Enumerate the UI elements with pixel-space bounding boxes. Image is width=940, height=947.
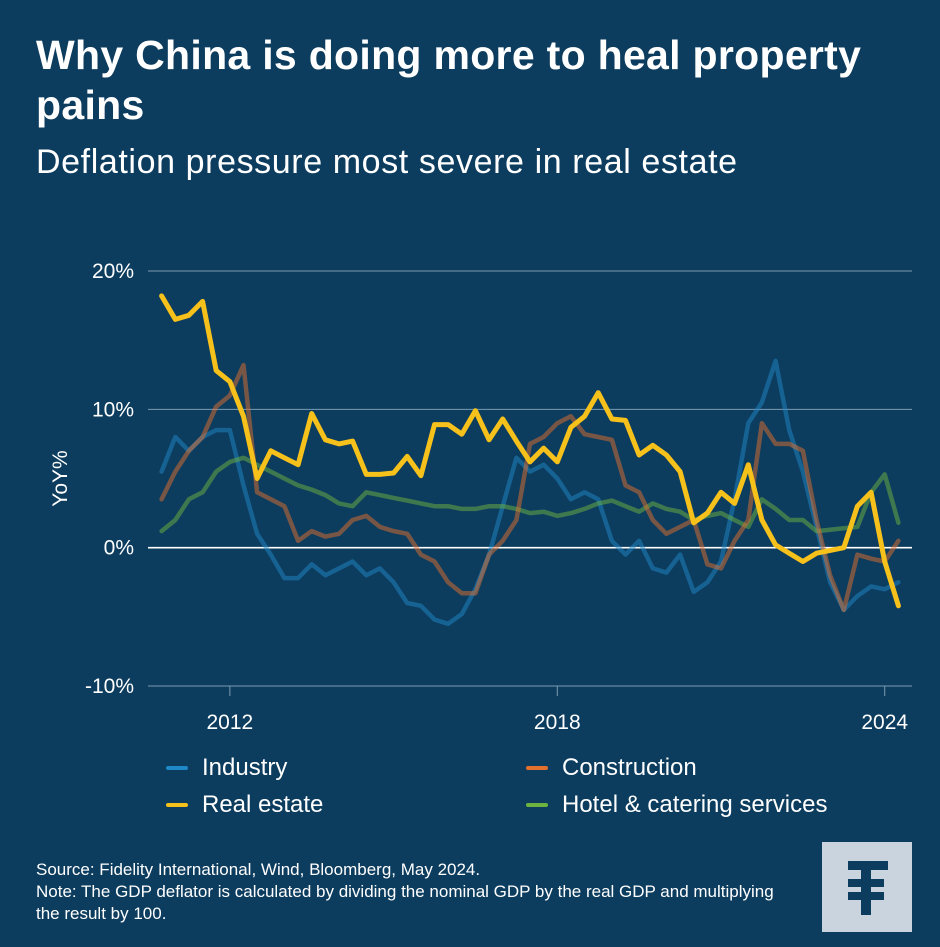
y-tick-label: -10% — [85, 675, 134, 698]
y-tick-label: 10% — [92, 398, 134, 421]
y-tick-label: 20% — [92, 260, 134, 283]
series-line-construction — [159, 362, 901, 613]
x-tick-label: 2018 — [534, 711, 581, 734]
series-line-hotel-catering-services — [159, 455, 901, 534]
source-text: Source: Fidelity International, Wind, Bl… — [36, 860, 481, 879]
chart-subtitle: Deflation pressure most severe in real e… — [36, 143, 738, 181]
fidelity-logo-icon — [822, 842, 912, 932]
series-line-real-estate — [159, 293, 901, 609]
footnote: Source: Fidelity International, Wind, Bl… — [36, 859, 796, 925]
y-tick-label: 0% — [104, 537, 134, 560]
x-tick-label: 2012 — [206, 711, 253, 734]
y-axis-label: YoY% — [49, 450, 72, 506]
series-line-industry — [159, 358, 901, 627]
logo-glyph — [848, 861, 888, 915]
x-tick-label: 2024 — [861, 711, 908, 734]
note-text: Note: The GDP deflator is calculated by … — [36, 882, 774, 923]
chart-title: Why China is doing more to heal property… — [36, 32, 862, 128]
